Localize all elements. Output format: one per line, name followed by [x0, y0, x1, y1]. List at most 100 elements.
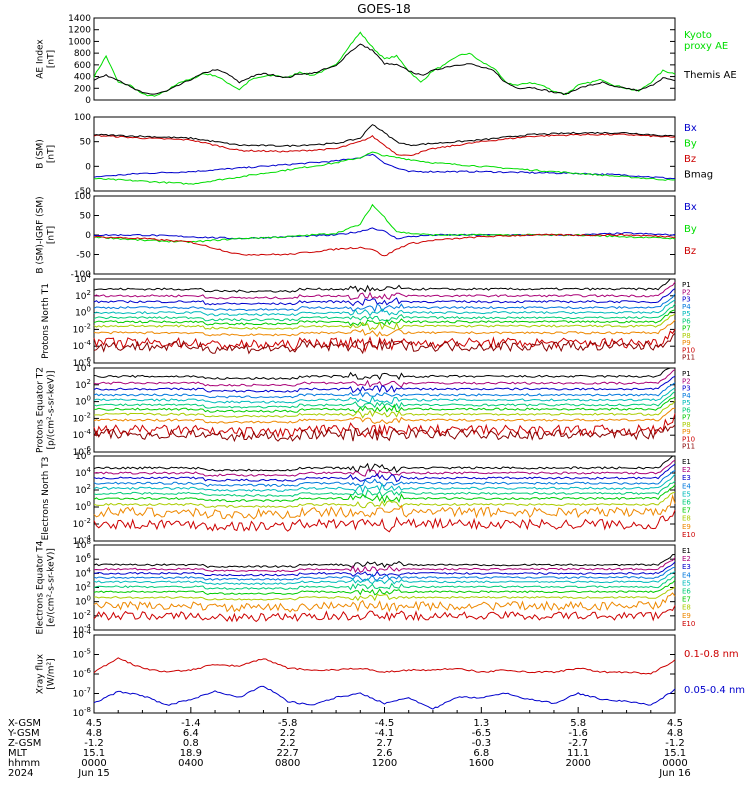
- y-tick-label: 10-4: [73, 623, 92, 636]
- x-table-cell: 2.6: [377, 748, 393, 759]
- channel-e2-e10: [93, 605, 676, 623]
- channel-e2-e8: [94, 586, 676, 602]
- channel-p2-p3: [93, 375, 676, 394]
- y-axis-label-line: B (SM)-IGRF (SM): [36, 196, 46, 273]
- x-table-cell: 0000: [662, 758, 687, 769]
- channel-label-e4: E4: [682, 571, 691, 579]
- legend-label-bx: Bx: [684, 202, 697, 213]
- figure-title: GOES-18: [357, 2, 411, 16]
- y-tick-label: 104: [75, 272, 91, 285]
- x-table-cell: -4.5: [375, 718, 395, 729]
- channel-label-e5: E5: [682, 490, 691, 498]
- channel-label-e1: E1: [682, 458, 691, 466]
- y-tick-label: 0: [85, 96, 91, 106]
- channel-label-e9: E9: [682, 612, 691, 620]
- y-axis-label-line: [W/m²]: [47, 658, 57, 689]
- x-table-cell: 15.1: [83, 748, 105, 759]
- y-tick-label: 0: [85, 231, 91, 241]
- y-axis-label-line: AE Index: [36, 39, 46, 79]
- channel-p2-p8: [93, 400, 676, 419]
- x-table-cell: 18.9: [180, 748, 202, 759]
- y-axis-label-line: [nT]: [47, 226, 57, 244]
- x-table-cell: 2.2: [280, 728, 296, 739]
- x-table-row-label: Z-GSM: [8, 738, 41, 749]
- y-tick-label: 10-4: [73, 339, 92, 352]
- y-axis-label-line: [p/(cm²-s-sr-keV)]: [47, 371, 57, 450]
- y-tick-label: 100: [75, 395, 91, 408]
- y-tick-label: 0: [85, 162, 91, 172]
- y-tick-label: 200: [74, 84, 91, 94]
- channel-label-e3: E3: [682, 563, 691, 571]
- channel-e1-e9: [93, 494, 676, 520]
- y-axis-label-e2: Electrons Equator T4 [e/(cm²-s-sr-keV)]: [36, 540, 57, 634]
- channel-e1-e7: [93, 484, 676, 504]
- channel-e2-e5: [93, 571, 676, 586]
- channel-label-p5: P5: [682, 310, 691, 318]
- y-axis-label-xray: Xray flux [W/m²]: [36, 653, 57, 694]
- channel-e1-e6: [93, 480, 676, 499]
- legend-label-by: By: [684, 139, 697, 150]
- x-table-cell: -4.1: [375, 728, 395, 739]
- channel-label-p10: P10: [682, 435, 695, 443]
- x-table-cell: Jun 16: [658, 768, 691, 779]
- series-dbsm-bx: [94, 227, 676, 240]
- x-table-cell: 4.5: [667, 718, 683, 729]
- legend-label-bz: Bz: [684, 246, 696, 257]
- channel-e2-e3: [93, 561, 676, 577]
- channel-label-p9: P9: [682, 339, 691, 347]
- y-tick-label: 108: [75, 538, 91, 551]
- channel-label-e10: E10: [682, 531, 695, 539]
- channel-label-p8: P8: [682, 332, 691, 340]
- channel-label-p1: P1: [682, 281, 691, 289]
- channel-e1-e5: [93, 473, 676, 494]
- x-table-cell: Jun 15: [77, 768, 110, 779]
- series-bsm-bx: [93, 153, 676, 180]
- channel-label-e8: E8: [682, 604, 691, 612]
- x-table-row-label: 2024: [8, 768, 33, 779]
- y-tick-label: 102: [75, 378, 91, 391]
- channel-p2-p9: [93, 407, 676, 425]
- channel-label-e7: E7: [682, 596, 691, 604]
- y-tick-label: 10-6: [73, 667, 92, 680]
- y-tick-label: 50: [80, 212, 92, 222]
- legend-label-by: By: [684, 224, 697, 235]
- x-table-cell: 2000: [565, 758, 590, 769]
- y-tick-label: 800: [74, 49, 91, 59]
- y-tick-label: 10-8: [73, 706, 91, 719]
- x-table-cell: -1.4: [181, 718, 201, 729]
- y-axis-label-dbsm: B (SM)-IGRF (SM) [nT]: [36, 196, 57, 273]
- channel-p1-p2: [93, 281, 676, 300]
- channel-label-p3: P3: [682, 385, 691, 393]
- y-axis-label-line: Protons North T1: [41, 283, 51, 359]
- legend-label-bz: Bz: [684, 154, 696, 165]
- x-table-cell: -0.3: [472, 738, 492, 749]
- channel-p2-p7: [93, 396, 676, 414]
- y-axis-label-ae: AE Index [nT]: [36, 39, 57, 79]
- y-tick-label: 104: [75, 466, 91, 479]
- y-tick-label: 104: [75, 566, 91, 579]
- y-tick-label: 10-2: [73, 609, 91, 622]
- channel-label-p4: P4: [682, 303, 691, 311]
- channel-label-p9: P9: [682, 428, 691, 436]
- y-tick-label: 10-2: [73, 517, 91, 530]
- x-table-cell: 1200: [372, 758, 397, 769]
- y-axis-label-p2: Protons Equator T2 [p/(cm²-s-sr-keV)]: [36, 367, 57, 453]
- x-table-cell: 2.7: [377, 738, 393, 749]
- y-tick-label: 10-5: [73, 648, 91, 661]
- legend-label-0-05-0-4-nm: 0.05-0.4 nm: [684, 685, 745, 696]
- y-axis-label-line: Protons Equator T2: [36, 367, 46, 453]
- x-table-row-label: X-GSM: [8, 718, 41, 729]
- channel-label-e1: E1: [682, 547, 691, 555]
- x-axis-table: X-GSMY-GSMZ-GSMMLThhmm20244.54.8-1.215.1…: [7, 707, 691, 779]
- x-table-row-label: MLT: [8, 748, 28, 759]
- channel-e2-e1: [93, 554, 676, 569]
- x-table-cell: 1.3: [473, 718, 489, 729]
- channel-label-p4: P4: [682, 392, 691, 400]
- channel-label-p1: P1: [682, 370, 691, 378]
- series-xray-0-1-0-8-nm: [93, 657, 676, 675]
- legend-label-kyoto: Kyoto: [684, 30, 712, 41]
- channel-p1-p11: [93, 332, 676, 355]
- x-table-cell: -5.8: [278, 718, 298, 729]
- channel-label-e5: E5: [682, 579, 691, 587]
